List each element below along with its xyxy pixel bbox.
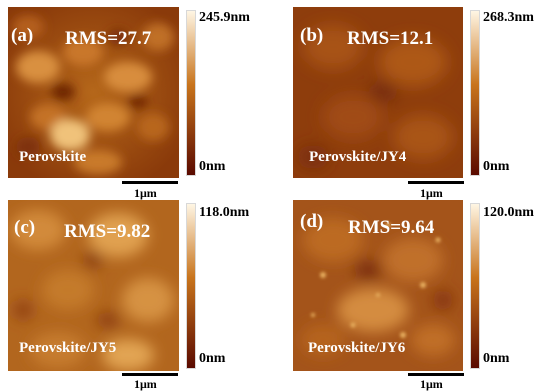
scale-bar-a xyxy=(122,181,178,184)
panel-label-b: (b) xyxy=(300,25,324,46)
sample-label-c: Perovskite/JY5 xyxy=(19,340,117,356)
scale-bar-b xyxy=(408,181,464,184)
sample-label-a: Perovskite xyxy=(19,149,87,165)
colorbar-d xyxy=(470,203,480,369)
colorbar-min-a: 0nm xyxy=(199,159,226,174)
colorbar-a xyxy=(186,10,196,176)
panel-label-c: (c) xyxy=(14,217,36,238)
colorbar-min-b: 0nm xyxy=(483,159,510,174)
scale-label-c: 1μm xyxy=(134,377,157,391)
colorbar-max-a: 245.9nm xyxy=(199,10,250,25)
panel-label-d: (d) xyxy=(300,211,324,232)
rms-label-a: RMS=27.7 xyxy=(65,28,152,49)
sample-label-b: Perovskite/JY4 xyxy=(309,149,407,165)
colorbar-b xyxy=(470,10,480,176)
scale-label-b: 1μm xyxy=(420,186,443,200)
afm-image-c xyxy=(8,200,179,371)
scale-bar-c xyxy=(122,373,178,376)
colorbar-max-d: 120.0nm xyxy=(483,205,534,220)
rms-label-c: RMS=9.82 xyxy=(64,221,151,242)
sample-label-d: Perovskite/JY6 xyxy=(308,340,406,356)
scale-bar-d xyxy=(408,373,464,376)
afm-image-d xyxy=(293,200,463,371)
panel-label-a: (a) xyxy=(11,25,34,46)
colorbar-max-c: 118.0nm xyxy=(199,205,250,220)
afm-image-b xyxy=(293,7,463,178)
colorbar-min-c: 0nm xyxy=(199,351,226,366)
rms-label-d: RMS=9.64 xyxy=(348,217,435,238)
colorbar-max-b: 268.3nm xyxy=(483,10,534,25)
afm-image-a xyxy=(8,7,179,178)
colorbar-c xyxy=(186,203,196,369)
rms-label-b: RMS=12.1 xyxy=(347,28,434,49)
colorbar-min-d: 0nm xyxy=(483,351,510,366)
scale-label-a: 1μm xyxy=(134,186,157,200)
scale-label-d: 1μm xyxy=(420,377,443,391)
